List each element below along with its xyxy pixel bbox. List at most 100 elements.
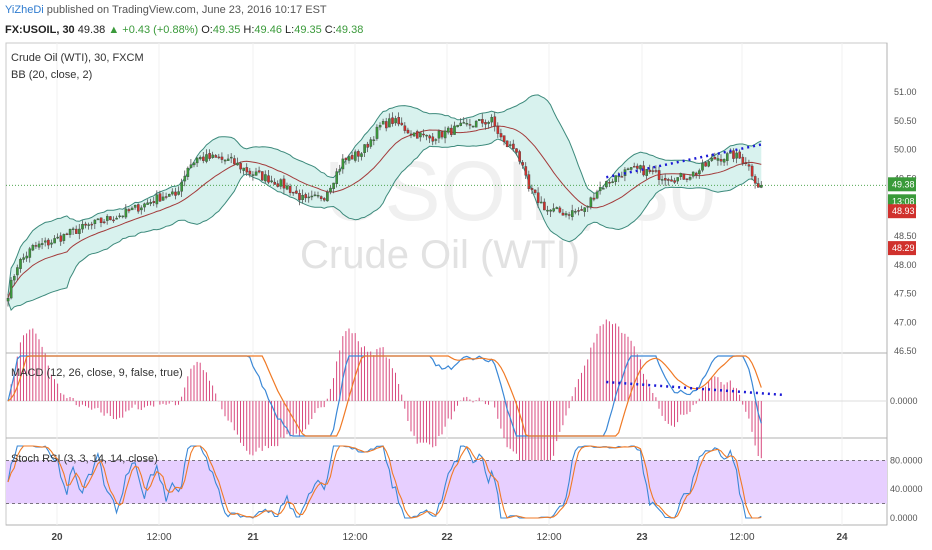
candle <box>620 171 624 178</box>
candle <box>214 154 218 158</box>
candle <box>121 215 125 219</box>
low-label: L: <box>285 24 295 36</box>
candle <box>586 205 590 212</box>
candle <box>574 208 577 215</box>
badge-label: 48.93 <box>892 206 915 216</box>
candle-body <box>388 118 391 128</box>
price-badge: 48.93 <box>888 204 916 219</box>
candle <box>251 171 255 181</box>
candle-body <box>397 116 401 125</box>
candle-body <box>164 196 168 198</box>
candle <box>372 136 376 146</box>
candle-body <box>223 159 227 162</box>
candle <box>205 149 208 164</box>
candle <box>496 122 500 138</box>
badge-bg <box>888 204 916 219</box>
candle-body <box>567 214 571 216</box>
candle <box>546 205 549 215</box>
candle <box>112 216 115 223</box>
author-link[interactable]: YiZheDi <box>5 4 44 16</box>
candle-body <box>229 156 233 159</box>
candle-body <box>93 219 97 224</box>
price-tick-label: 48.00 <box>894 260 917 270</box>
price-scale[interactable]: 51.0050.5050.0049.5049.0048.5048.0047.50… <box>890 87 923 523</box>
candle-body <box>760 185 763 188</box>
candle-body <box>447 127 450 133</box>
candle-body <box>685 178 689 180</box>
bb-indicator-label[interactable]: BB (20, close, 2) <box>11 69 92 81</box>
candle-body <box>59 235 63 242</box>
candle-body <box>456 124 459 128</box>
candle-body <box>105 216 109 221</box>
candle <box>217 153 221 160</box>
candle <box>660 175 664 185</box>
candle <box>645 169 648 180</box>
candle <box>428 134 432 143</box>
candle-body <box>512 143 515 150</box>
candle-body <box>6 298 10 302</box>
stoch-tick-label: 40.0000 <box>890 484 923 494</box>
candle <box>493 111 497 132</box>
badge-bg <box>888 177 916 192</box>
candle-body <box>583 207 586 212</box>
candle <box>512 139 515 152</box>
candle <box>195 157 199 167</box>
candle <box>270 175 273 184</box>
candle-body <box>620 176 624 178</box>
candle-body <box>471 125 475 128</box>
candle <box>34 241 38 249</box>
candle <box>577 207 580 216</box>
candle <box>44 237 47 247</box>
candle <box>422 129 425 138</box>
candle-body <box>602 188 605 190</box>
stoch-indicator-label[interactable]: Stoch RSI (3, 3, 14, 14, close) <box>11 453 158 465</box>
candle <box>25 251 29 262</box>
candle <box>229 153 233 164</box>
candle-body <box>354 151 357 161</box>
candle <box>261 171 264 181</box>
candle <box>177 186 180 196</box>
candle-body <box>651 170 655 172</box>
candle <box>583 207 586 217</box>
candle-body <box>580 209 583 211</box>
candle-body <box>130 207 134 211</box>
candle <box>518 149 521 165</box>
candle-body <box>546 209 549 212</box>
candle-body <box>174 191 177 196</box>
candle <box>9 277 13 300</box>
candle-body <box>68 228 72 235</box>
candle-body <box>577 210 580 212</box>
candle-body <box>502 135 506 142</box>
macd-indicator-label[interactable]: MACD (12, 26, close, 9, false, true) <box>11 367 183 379</box>
candle <box>741 153 745 166</box>
candle <box>639 164 642 173</box>
time-scale[interactable]: 20 12:00 21 12:00 22 12:00 23 12:00 24 <box>51 532 848 543</box>
candle <box>354 149 357 163</box>
candle-body <box>350 155 354 160</box>
candle <box>707 160 710 168</box>
signal-line <box>7 355 762 437</box>
candle-body <box>633 166 636 168</box>
chart-canvas[interactable]: USOIL, 30 Crude Oil (WTI) 51.0050.5050.0… <box>0 40 932 550</box>
candle <box>750 163 754 181</box>
candle-body <box>301 194 304 200</box>
candle-body <box>34 245 38 247</box>
candle-body <box>704 162 707 167</box>
candle <box>248 168 252 178</box>
candle-body <box>636 165 639 169</box>
candle-body <box>285 185 289 190</box>
candle <box>152 197 156 207</box>
candle-body <box>381 120 385 125</box>
badge-bg <box>888 241 916 256</box>
candle-body <box>648 169 652 172</box>
candle-body <box>202 156 205 161</box>
candle-body <box>664 178 667 181</box>
candle <box>719 154 723 166</box>
candle <box>552 203 555 213</box>
candle-body <box>670 179 673 182</box>
candle-body <box>509 144 512 146</box>
stoch-d-line <box>7 445 762 519</box>
candle <box>459 118 463 127</box>
candle-body <box>242 167 246 171</box>
candle <box>605 180 608 189</box>
